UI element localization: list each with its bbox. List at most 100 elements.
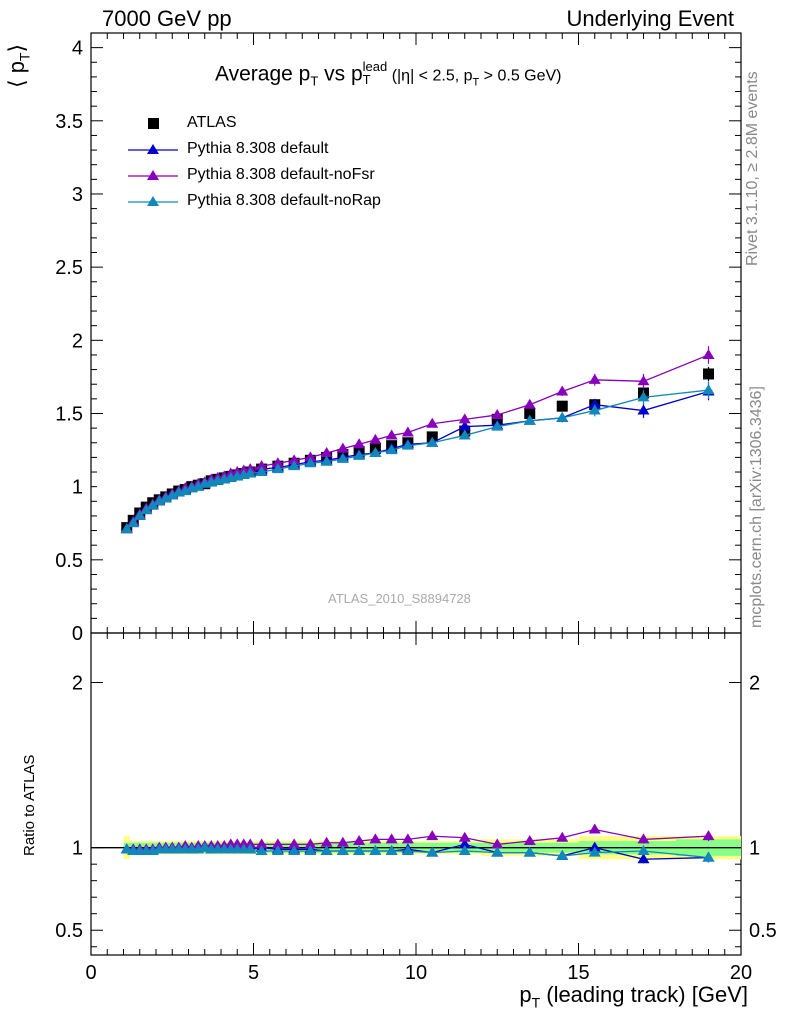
atlas-marker	[524, 407, 536, 419]
ratio-default-marker	[637, 853, 650, 864]
main-default-marker	[637, 404, 650, 415]
x-tick-label: 15	[567, 962, 589, 984]
main-norap-marker	[523, 414, 536, 425]
legend-label-nofsr: Pythia 8.308 default-noFsr	[187, 166, 375, 183]
ratio-y-tick-label-right: 0.5	[749, 920, 777, 942]
ratio-y-tick-label: 0.5	[55, 920, 83, 942]
main-nofsr-marker	[523, 398, 536, 409]
header-right: Underlying Event	[566, 6, 734, 31]
ratio-nofsr-marker	[271, 838, 284, 849]
main-norap-line	[126, 389, 709, 530]
title-main-sub: T	[310, 73, 319, 89]
legend-marker-norap	[128, 196, 178, 206]
title-cuts-end: > 0.5 GeV)	[479, 67, 562, 85]
main-default-marker	[458, 420, 471, 431]
ratio-nofsr-marker	[304, 838, 317, 849]
rivet-label: Rivet 3.1.10, ≥ 2.8M events	[744, 71, 761, 266]
main-nofsr-line	[126, 354, 709, 530]
legend-entry-default: Pythia 8.308 default	[120, 138, 440, 162]
main-norap-marker	[385, 444, 398, 455]
x-tick-label: 0	[85, 962, 96, 984]
main-norap-marker	[133, 509, 146, 520]
main-norap-marker	[288, 460, 301, 471]
ratio-nofsr-marker	[588, 823, 601, 834]
y-tick-label: 3.5	[55, 111, 83, 133]
xlabel: pT (leading track) [GeV]	[519, 982, 748, 1011]
ratio-nofsr-marker	[288, 838, 301, 849]
x-tick-label: 5	[248, 962, 259, 984]
main-nofsr-marker	[588, 373, 601, 384]
main-nofsr-marker	[637, 375, 650, 386]
y-tick-label: 0	[72, 623, 83, 645]
header-left: 7000 GeV pp	[102, 6, 232, 31]
main-nofsr-marker	[288, 454, 301, 465]
ratio-y-tick-label-right: 1	[749, 838, 760, 860]
main-norap-marker	[458, 429, 471, 440]
main-norap-marker	[369, 447, 382, 457]
main-norap-marker	[426, 436, 439, 447]
main-norap-marker	[320, 455, 333, 466]
title-main: Average p	[215, 62, 311, 86]
ratio-norap-marker	[353, 844, 366, 855]
legend-entry-norap: Pythia 8.308 default-noRap	[120, 190, 440, 214]
title-vs-sup: lead	[362, 59, 388, 74]
ratio-norap-marker	[556, 849, 569, 860]
ratio-norap-marker	[588, 846, 601, 857]
main-nofsr-marker	[401, 426, 414, 437]
main-norap-marker	[153, 495, 166, 506]
ylabel-top: ⟨ pT⟩	[4, 43, 33, 88]
x-tick-label: 10	[405, 962, 427, 984]
ratio-nofsr-marker	[320, 836, 333, 847]
main-nofsr-marker	[491, 408, 504, 419]
ratio-default-marker	[458, 838, 471, 849]
ratio-norap-marker	[304, 844, 317, 855]
main-norap-marker	[159, 492, 172, 503]
main-norap-marker	[637, 391, 650, 402]
main-default-marker	[588, 398, 601, 409]
main-nofsr-marker	[271, 457, 284, 468]
ratio-nofsr-marker	[401, 833, 414, 844]
main-nofsr-marker	[385, 429, 398, 440]
ratio-norap-marker	[401, 844, 414, 855]
ratio-norap-marker	[255, 844, 268, 855]
ylabel-ratio: Ratio to ATLAS	[21, 754, 38, 856]
main-norap-marker	[120, 523, 133, 534]
main-nofsr-marker	[702, 348, 715, 359]
legend-label-default: Pythia 8.308 default	[187, 140, 329, 157]
ratio-nofsr-marker	[702, 830, 715, 841]
ratio-norap-marker	[271, 844, 284, 855]
mcplots-label: mcplots.cern.ch [arXiv:1306.3436]	[748, 386, 765, 628]
legend-label-atlas: ATLAS	[187, 114, 237, 131]
ratio-y-tick-label-right: 2	[749, 673, 760, 695]
legend-label-norap: Pythia 8.308 default-noRap	[187, 192, 381, 209]
legend-marker-atlas	[148, 118, 159, 129]
ratio-nofsr-marker	[426, 830, 439, 841]
y-tick-label: 4	[72, 38, 83, 60]
ratio-norap-marker	[320, 844, 333, 855]
x-tick-label: 20	[730, 962, 752, 984]
y-tick-label: 2.5	[55, 257, 83, 279]
ratio-panel: 0 5 10 15 20 0.5 0.5 1 1 2 2	[55, 621, 777, 984]
main-norap-marker	[192, 480, 205, 491]
legend-marker-nofsr	[128, 170, 178, 180]
title-vs: vs p	[318, 62, 363, 86]
main-norap-marker	[271, 463, 284, 474]
ratio-norap-marker	[336, 844, 349, 855]
ratio-y-tick-label: 2	[72, 673, 83, 695]
main-norap-marker	[401, 439, 414, 450]
title-vs-sub: T	[362, 72, 371, 87]
y-tick-label: 1	[72, 477, 83, 499]
atlas-marker	[556, 400, 568, 412]
ratio-norap-marker	[426, 846, 439, 857]
y-tick-label: 1.5	[55, 403, 83, 425]
ratio-norap-marker	[288, 844, 301, 855]
ratio-nofsr-marker	[336, 836, 349, 847]
main-norap-marker	[702, 384, 715, 395]
main-nofsr-marker	[353, 438, 366, 449]
legend-entry-nofsr: Pythia 8.308 default-noFsr	[120, 164, 440, 188]
main-panel: 0 0.5 1 1.5 2 2.5 3 3.5 4	[55, 32, 742, 645]
ratio-nofsr-marker	[491, 838, 504, 849]
main-norap-marker	[255, 466, 268, 477]
title-cuts: (|η| < 2.5, p	[387, 67, 473, 85]
